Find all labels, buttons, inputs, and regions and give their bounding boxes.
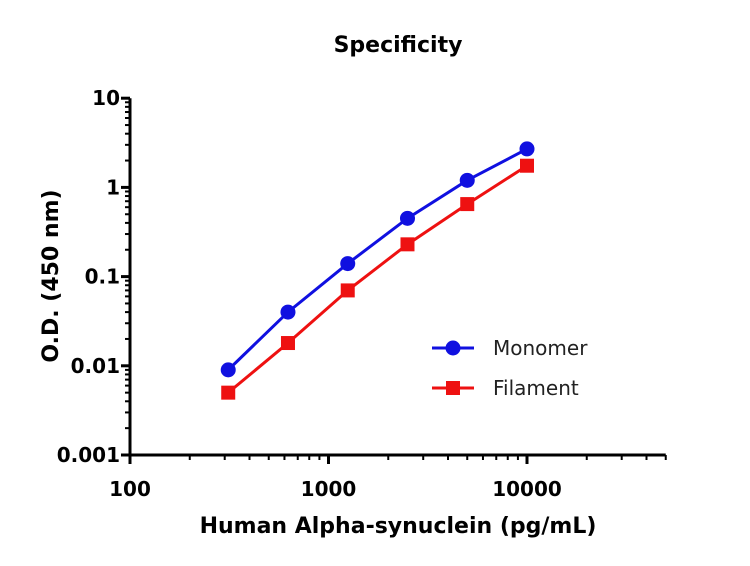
y-axis-label: O.D. (450 nm) <box>39 189 64 362</box>
x-tick-label: 10000 <box>492 477 562 501</box>
x-axis-label: Human Alpha-synuclein (pg/mL) <box>200 514 597 539</box>
legend-label: Monomer <box>493 336 588 360</box>
monomer-point <box>459 172 475 188</box>
filament-point <box>221 385 236 400</box>
y-tick-label: 0.01 <box>71 354 120 378</box>
y-tick-label: 0.1 <box>85 265 120 289</box>
legend-label: Filament <box>493 376 579 400</box>
y-tick-label: 0.001 <box>57 443 120 467</box>
filament-line <box>227 164 528 394</box>
monomer-point <box>220 362 236 378</box>
monomer-point <box>340 256 356 272</box>
chart-title: Specificity <box>334 33 463 58</box>
legend-marker-square <box>446 381 460 395</box>
monomer-point <box>519 141 535 157</box>
filament-point <box>460 197 475 212</box>
legend-marker-circle <box>445 340 461 356</box>
filament-point <box>400 237 415 252</box>
x-tick-label: 1000 <box>301 477 357 501</box>
monomer-point <box>280 304 296 320</box>
monomer-point <box>399 210 415 226</box>
x-tick-label: 100 <box>109 477 151 501</box>
filament-point <box>280 336 295 351</box>
filament-point <box>520 158 534 173</box>
y-tick-label: 1 <box>106 175 120 199</box>
filament-point <box>340 283 355 298</box>
y-tick-label: 10 <box>92 86 120 110</box>
monomer-line <box>227 147 528 371</box>
